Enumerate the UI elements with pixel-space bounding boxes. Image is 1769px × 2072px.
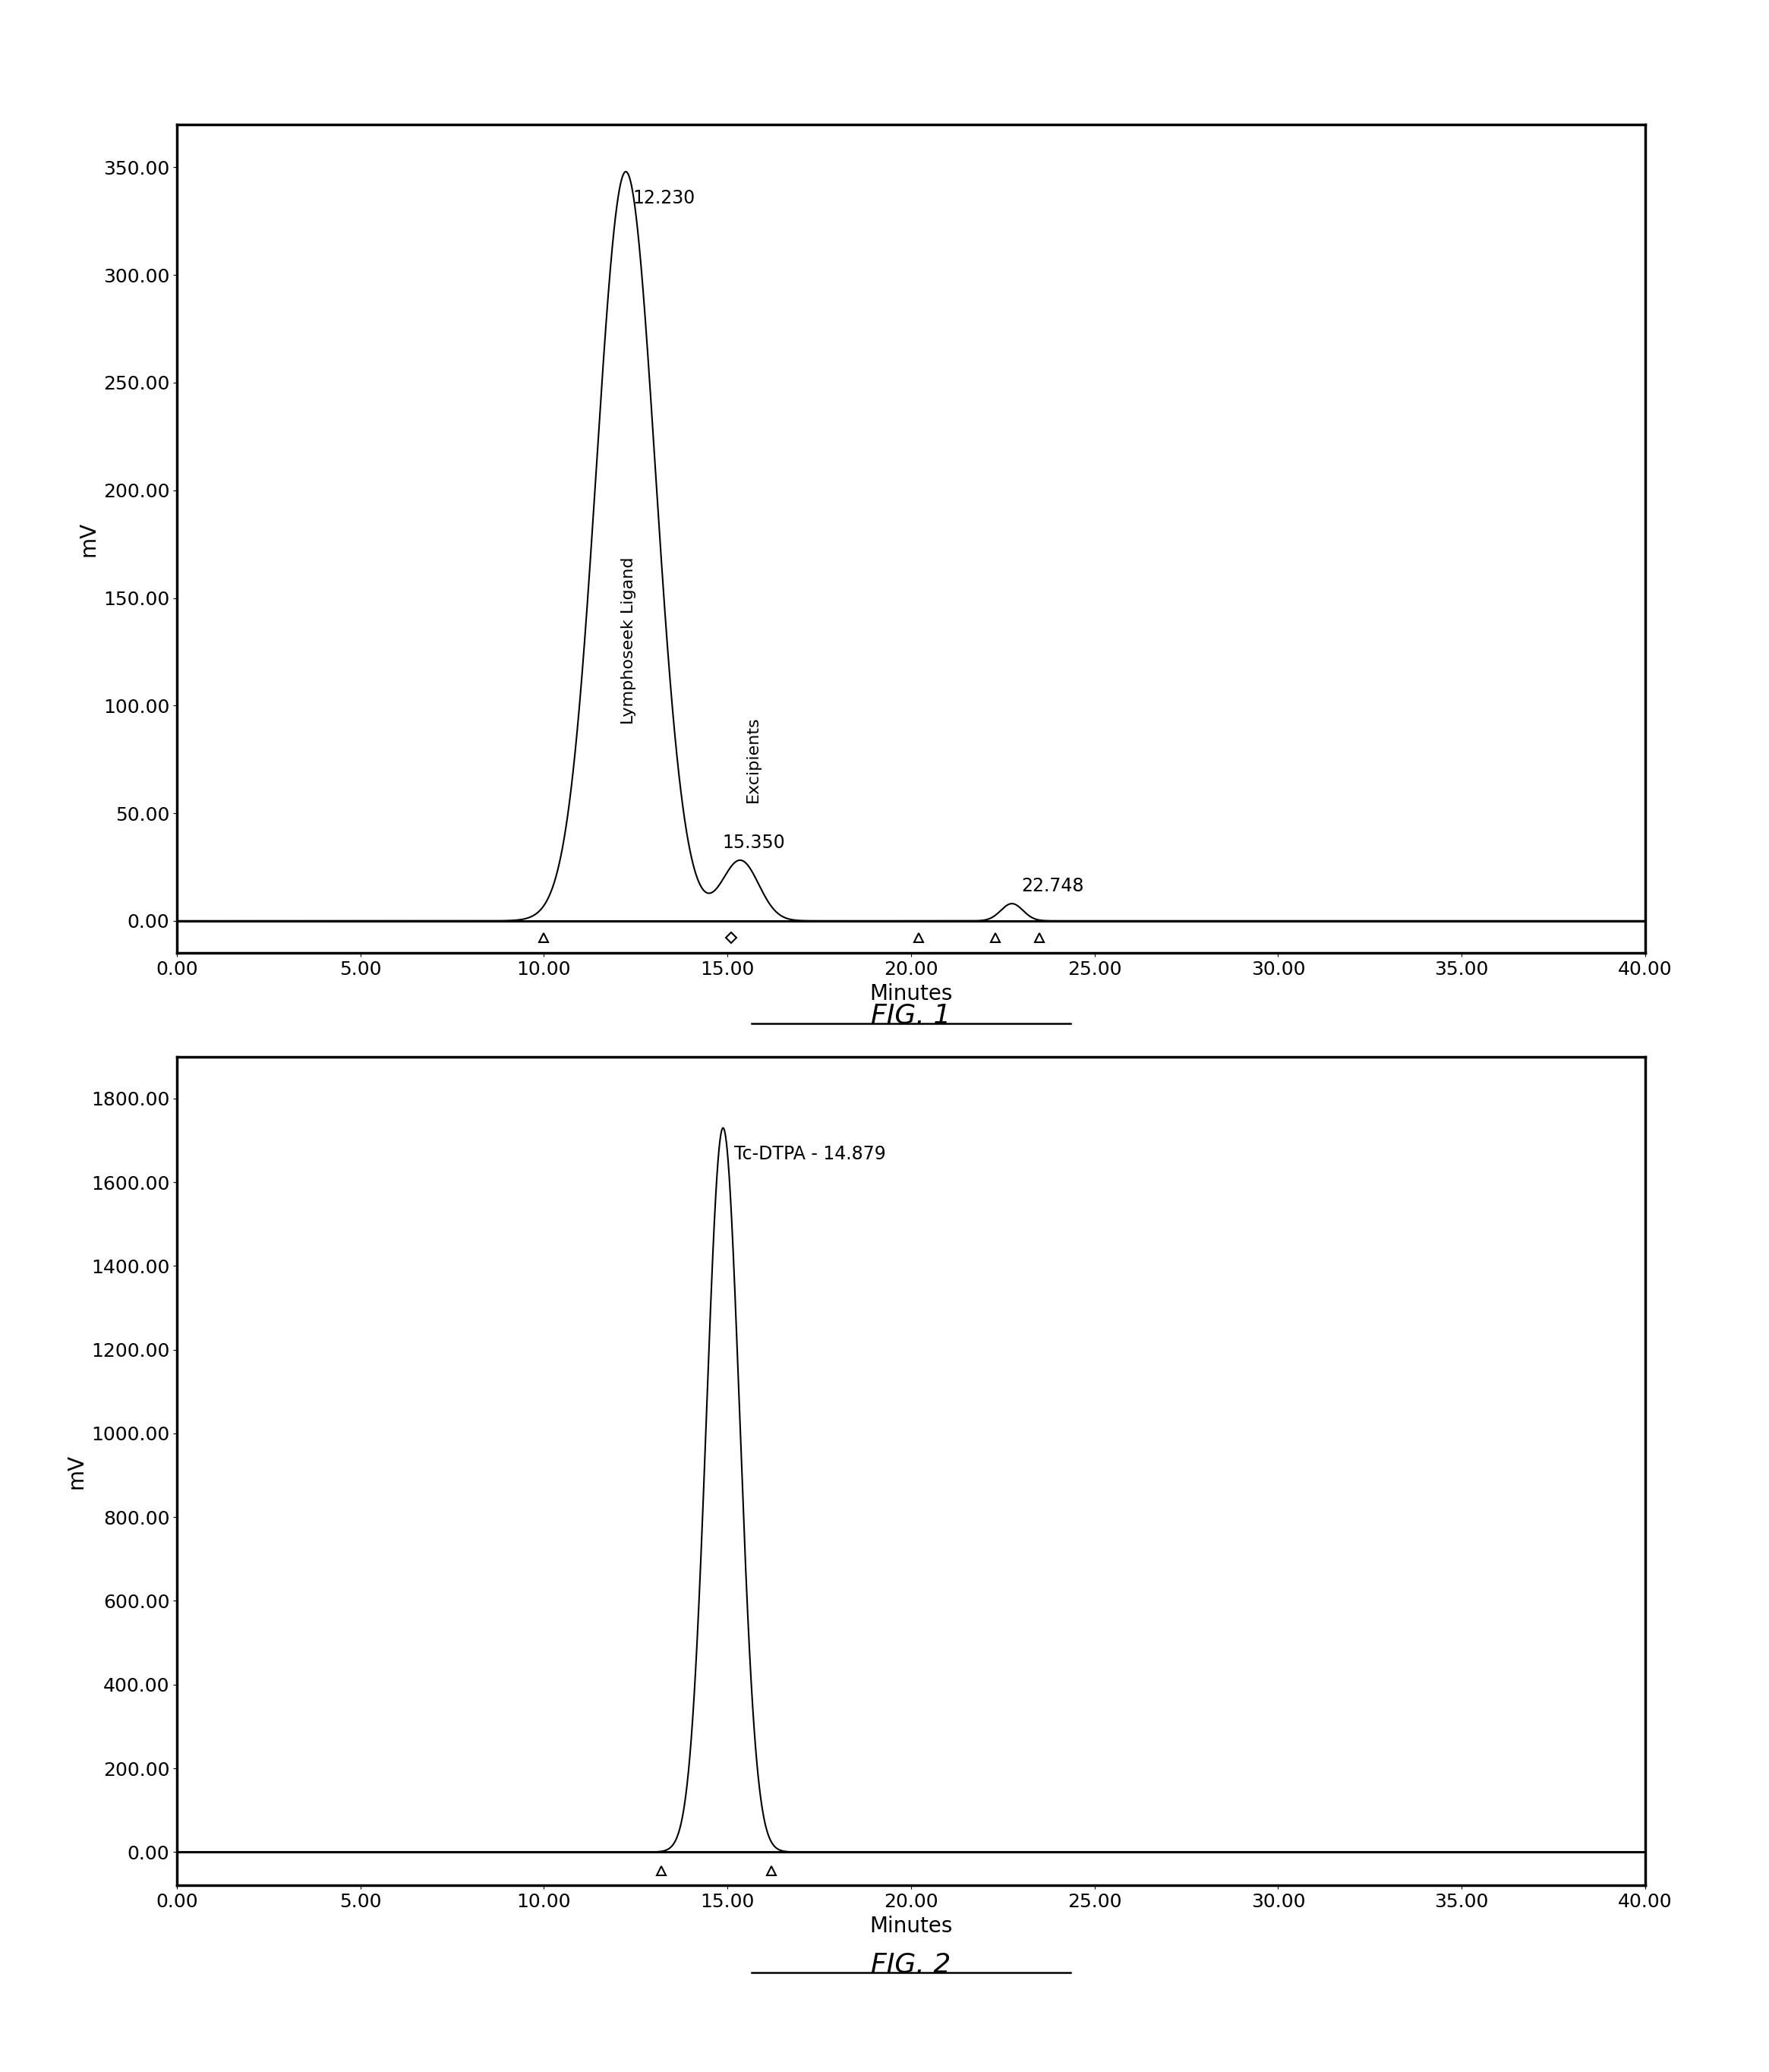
Text: Tc-DTPA - 14.879: Tc-DTPA - 14.879 — [734, 1144, 886, 1162]
Y-axis label: mV: mV — [65, 1455, 87, 1488]
Text: FIG. 1: FIG. 1 — [870, 1003, 952, 1028]
Text: Excipients: Excipients — [745, 717, 761, 802]
Text: 12.230: 12.230 — [633, 189, 695, 207]
Text: Lymphoseek Ligand: Lymphoseek Ligand — [621, 557, 637, 725]
Text: 15.350: 15.350 — [722, 833, 785, 852]
X-axis label: Minutes: Minutes — [870, 1915, 952, 1937]
X-axis label: Minutes: Minutes — [870, 982, 952, 1005]
Text: 22.748: 22.748 — [1021, 876, 1084, 895]
Y-axis label: mV: mV — [78, 522, 99, 555]
Text: FIG. 2: FIG. 2 — [870, 1952, 952, 1977]
